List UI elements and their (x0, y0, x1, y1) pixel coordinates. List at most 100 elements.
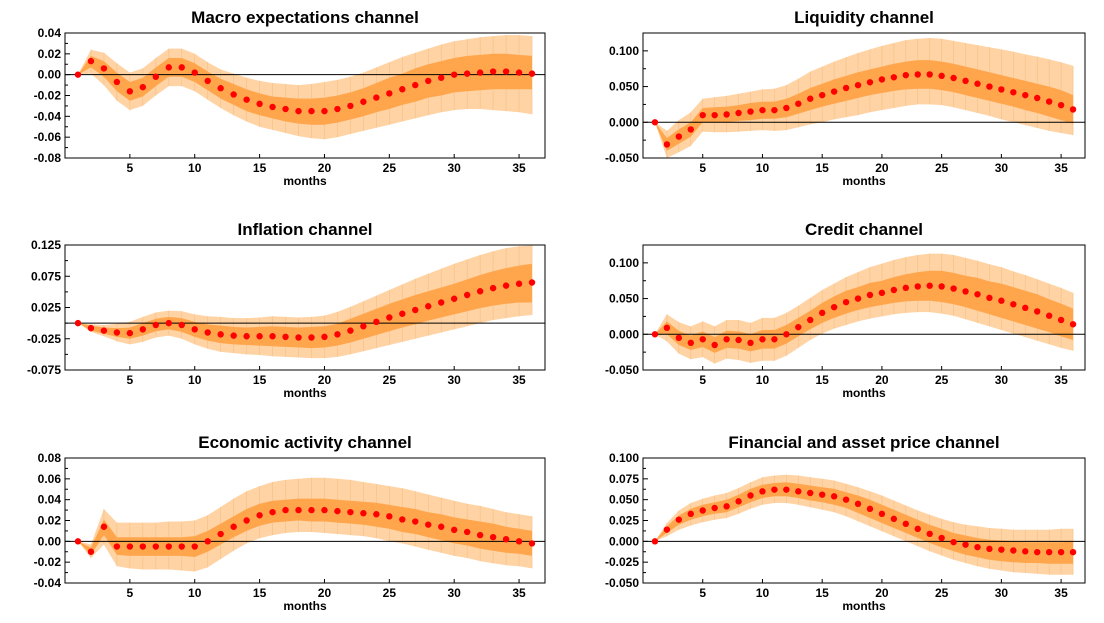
median-point (687, 339, 694, 347)
median-point (178, 321, 185, 329)
x-tick-label: 35 (512, 161, 526, 175)
median-point (450, 295, 458, 302)
x-tick-label: 10 (756, 161, 770, 175)
median-point (438, 523, 445, 530)
median-point (759, 336, 766, 343)
median-point (165, 543, 172, 550)
median-point (998, 546, 1005, 553)
median-point (1010, 547, 1017, 554)
median-point (425, 303, 432, 310)
median-point (412, 306, 419, 314)
x-tick-label: 35 (1054, 373, 1068, 387)
y-tick-label: -0.04 (34, 576, 62, 590)
median-point (687, 126, 694, 133)
median-point (152, 321, 160, 329)
y-tick-label: 0.100 (609, 451, 639, 465)
y-tick-label: 0.100 (609, 44, 639, 58)
median-point (191, 69, 198, 76)
median-point (962, 288, 969, 295)
x-tick-label: 5 (127, 373, 134, 387)
median-point (386, 90, 393, 97)
median-point (747, 339, 754, 347)
median-point (651, 538, 659, 545)
median-point (759, 488, 766, 495)
chart-panel-4: Credit channel -0.050 0.000 0.050 0.100 5 10 15… (605, 220, 1086, 400)
y-tick-label: -0.050 (605, 151, 639, 165)
chart-panel-2: Liquidity channel -0.050 0.000 0.050 0.100 5 1… (605, 8, 1086, 188)
median-point (723, 111, 730, 118)
median-point (178, 64, 185, 71)
median-point (295, 107, 302, 115)
median-point (938, 534, 945, 542)
median-point (1010, 89, 1017, 96)
x-tick-label: 15 (816, 161, 830, 175)
y-tick-label: 0.025 (609, 514, 639, 528)
x-tick-label: 20 (318, 373, 332, 387)
y-tick-label: -0.025 (27, 332, 61, 346)
median-point (1034, 308, 1041, 315)
median-point (854, 295, 862, 302)
chart-panel-3: Inflation channel -0.075 -0.025 0.025 0.075 0… (27, 220, 546, 400)
median-point (818, 491, 826, 498)
y-tick-label: -0.04 (34, 109, 62, 123)
chart-title: Macro expectations channel (191, 8, 419, 27)
median-point (890, 515, 898, 523)
median-point (152, 73, 160, 80)
median-point (974, 543, 981, 551)
median-point (113, 543, 121, 550)
median-point (528, 279, 536, 286)
median-point (818, 91, 826, 99)
x-tick-label: 10 (188, 161, 202, 175)
y-tick-label: 0.04 (38, 493, 62, 507)
x-tick-label: 5 (699, 161, 706, 175)
median-point (842, 496, 850, 503)
y-tick-label: -0.08 (34, 151, 62, 165)
median-point (687, 510, 694, 518)
median-point (74, 319, 82, 327)
median-point (399, 86, 406, 93)
median-point (126, 543, 134, 550)
x-tick-label: 10 (756, 373, 770, 387)
x-tick-label: 30 (448, 373, 462, 387)
plot-frame (642, 32, 1086, 159)
x-axis-label: months (283, 386, 327, 400)
median-point (914, 283, 921, 290)
median-point (515, 69, 523, 76)
median-point (878, 510, 886, 518)
median-point (450, 71, 458, 78)
median-point (830, 303, 838, 311)
median-point (986, 294, 993, 302)
median-point (243, 517, 250, 524)
median-point (675, 133, 683, 140)
median-point (256, 333, 263, 340)
plot-frame (642, 244, 1086, 371)
median-point (360, 510, 367, 517)
median-point (986, 83, 993, 90)
median-point (399, 310, 406, 317)
y-tick-label: 0.04 (38, 26, 62, 40)
y-tick-label: 0.075 (609, 472, 639, 486)
median-point (854, 500, 862, 508)
median-point (204, 538, 211, 545)
median-point (771, 486, 778, 493)
median-point (87, 324, 95, 332)
median-point (950, 285, 957, 292)
chart-panel-5: Economic activity channel -0.04 -0.02 0.00 0… (34, 433, 546, 613)
chart-title: Credit channel (805, 220, 923, 239)
x-tick-label: 15 (816, 586, 830, 600)
median-point (463, 70, 471, 77)
median-point (386, 314, 393, 321)
median-point (699, 507, 706, 514)
median-point (759, 106, 766, 114)
median-point (425, 77, 432, 85)
median-point (1045, 98, 1053, 105)
median-point (830, 88, 838, 95)
median-point (1034, 548, 1041, 556)
median-point (1022, 91, 1029, 99)
chart-title: Financial and asset price channel (728, 433, 999, 452)
y-tick-label: 0.000 (609, 534, 639, 548)
median-point (438, 74, 445, 81)
median-point (902, 71, 910, 79)
median-point (373, 94, 380, 101)
y-tick-label: 0.06 (38, 472, 62, 486)
